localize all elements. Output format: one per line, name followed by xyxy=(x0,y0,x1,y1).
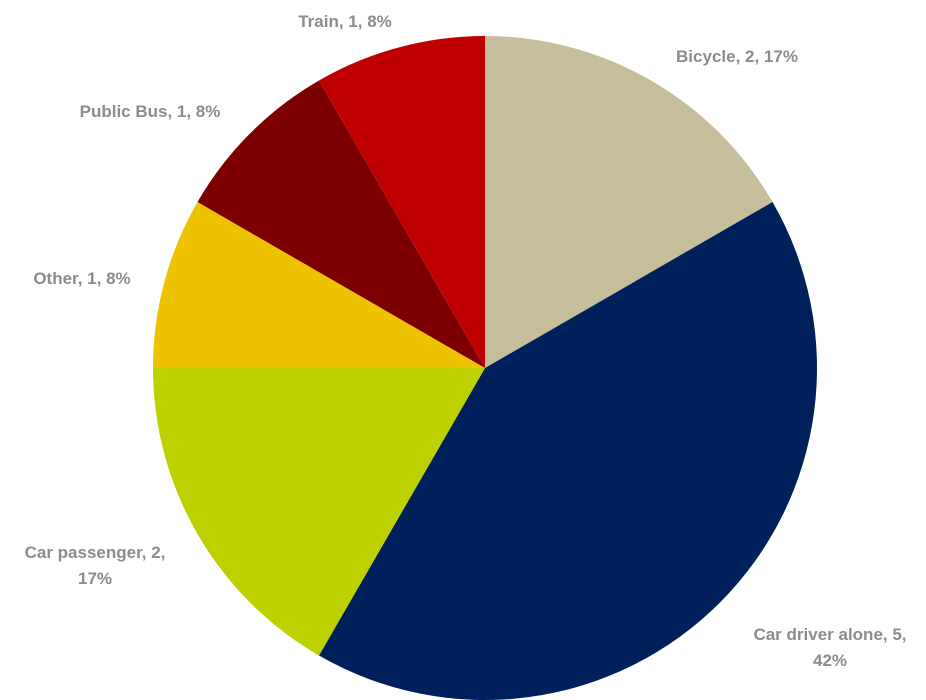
data-label-car-passenger: Car passenger, 2, 17% xyxy=(25,543,166,588)
data-label-train: Train, 1, 8% xyxy=(298,12,392,31)
data-label-line: Bicycle, 2, 17% xyxy=(676,47,798,66)
data-label-line: Train, 1, 8% xyxy=(298,12,392,31)
pie-slice-train xyxy=(319,36,485,368)
pie-slice-car-driver-alone xyxy=(319,202,817,700)
pie-slice-public-bus xyxy=(197,80,486,368)
data-label-public-bus: Public Bus, 1, 8% xyxy=(80,102,221,121)
data-label-line: Car driver alone, 5, xyxy=(753,625,906,644)
pie-labels: Bicycle, 2, 17%Car driver alone, 5, 42%Ca… xyxy=(25,12,907,670)
data-label-line: Public Bus, 1, 8% xyxy=(80,102,221,121)
data-label-bicycle: Bicycle, 2, 17% xyxy=(676,47,798,66)
pie-slice-car-passenger xyxy=(152,368,485,656)
pie-slice-bicycle xyxy=(485,36,773,368)
pie-slices xyxy=(152,36,817,700)
data-label-other: Other, 1, 8% xyxy=(33,269,130,288)
data-label-line: Other, 1, 8% xyxy=(33,269,130,288)
data-label-line: 17% xyxy=(78,569,112,588)
data-label-line: Car passenger, 2, xyxy=(25,543,166,562)
pie-slice-other xyxy=(153,202,485,368)
data-label-car-driver-alone: Car driver alone, 5, 42% xyxy=(753,625,906,670)
data-label-line: 42% xyxy=(813,651,847,670)
